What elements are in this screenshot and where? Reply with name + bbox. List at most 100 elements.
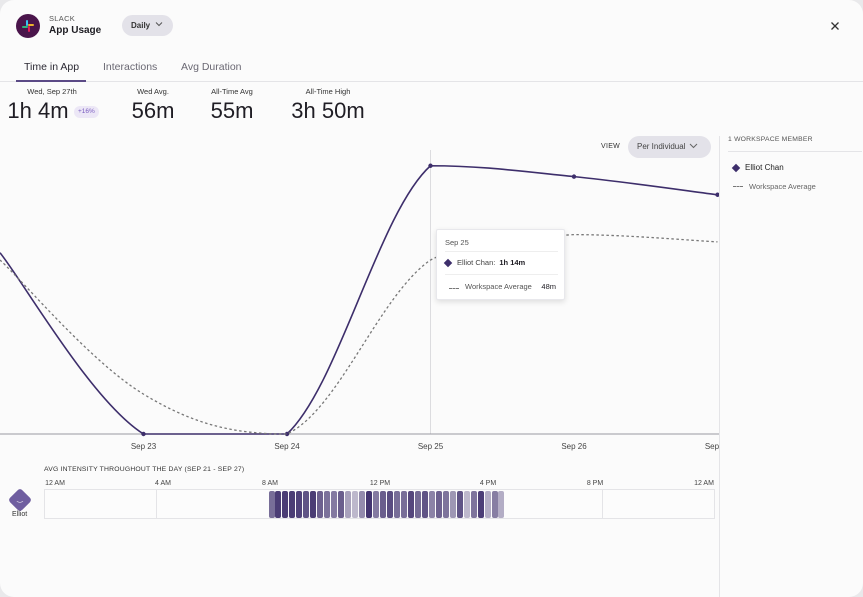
slack-logo-icon (16, 14, 40, 38)
dashed-line-icon (733, 186, 743, 187)
data-point (428, 163, 433, 168)
chart-tooltip: Sep 25 Elliot Chan: 1h 14m Workspace Ave… (436, 229, 565, 300)
hour-divider (602, 490, 603, 518)
intensity-bar (477, 491, 484, 518)
intensity-bar (373, 491, 380, 518)
intensity-bar (435, 491, 442, 518)
dashed-line-icon (449, 288, 459, 289)
tooltip-member-name: Elliot Chan: (457, 258, 496, 267)
intensity-bar (345, 491, 352, 518)
x-tick-label: Sep 24 (274, 442, 300, 451)
chevron-down-icon (155, 22, 163, 27)
time-in-app-chart: Sep 23 Sep 24 Sep 25 Sep 26 Sep 27 (0, 150, 719, 451)
intensity-bar (310, 491, 317, 518)
tooltip-average-value: 48m (541, 282, 556, 291)
x-tick-label: Sep 25 (418, 442, 444, 451)
diamond-icon (731, 163, 741, 172)
tab-avg-duration[interactable]: Avg Duration (181, 61, 242, 73)
change-badge: +16% (74, 106, 99, 118)
intensity-bar (456, 491, 463, 518)
tooltip-divider (445, 251, 558, 252)
intensity-bar (296, 491, 303, 518)
period-dropdown-value: Daily (131, 21, 151, 30)
app-vendor-label: SLACK (49, 14, 76, 23)
x-tick-label: Sep 23 (131, 442, 157, 451)
data-point (715, 192, 719, 197)
tooltip-divider (445, 274, 558, 275)
app-name-title: App Usage (49, 25, 102, 36)
view-label: VIEW (601, 143, 621, 150)
stat-label-all-time-high: All-Time High (305, 87, 351, 96)
series-line-average (0, 233, 718, 435)
intensity-bar (352, 491, 359, 518)
intensity-bar (366, 491, 373, 518)
intensity-track (44, 489, 715, 519)
intensity-bar (275, 491, 282, 518)
tab-time-in-app[interactable]: Time in App (24, 61, 80, 73)
stat-label-today: Wed, Sep 27th (27, 87, 77, 96)
intensity-bar (442, 491, 449, 518)
tooltip-row-member: Elliot Chan: 1h 14m (443, 258, 526, 267)
stat-value-all-time-high: 3h 50m (291, 98, 365, 123)
close-icon (831, 22, 839, 30)
avatar-label: Elliot (12, 511, 28, 518)
data-point (141, 431, 146, 437)
intensity-bar (359, 491, 366, 518)
tooltip-row-average: Workspace Average (449, 282, 532, 291)
intensity-bar (386, 491, 393, 518)
tooltip-date: Sep 25 (445, 238, 469, 247)
intensity-bar (289, 491, 296, 518)
intensity-bar (338, 491, 345, 518)
intensity-bar (268, 491, 275, 518)
view-dropdown[interactable]: Per Individual (628, 136, 711, 158)
active-tab-indicator (16, 80, 86, 82)
stat-label-all-time-avg: All-Time Avg (211, 87, 253, 96)
intensity-bar (407, 491, 414, 518)
hour-label: 4 PM (479, 480, 497, 487)
series-line-member (0, 164, 718, 435)
hour-label: 8 PM (586, 480, 604, 487)
intensity-bar (380, 491, 386, 518)
intensity-bar (484, 491, 491, 518)
data-point (571, 174, 577, 179)
x-tick-label: Sep 26 (561, 442, 587, 451)
intensity-bar (317, 491, 324, 518)
stat-label-weekday-avg: Wed Avg. (137, 87, 169, 96)
legend-item-member[interactable]: Elliot Chan (731, 163, 784, 172)
avatar-face-icon: ‿ (17, 496, 23, 503)
hour-label: 12 AM (45, 480, 65, 487)
legend-item-label: Elliot Chan (745, 163, 784, 172)
intensity-bar (428, 491, 435, 518)
intensity-bar (400, 491, 407, 518)
period-dropdown[interactable]: Daily (122, 15, 173, 36)
hour-label: 12 PM (369, 480, 391, 487)
hour-label: 12 AM (694, 480, 714, 487)
intensity-bar (414, 491, 421, 518)
intensity-bar (449, 491, 456, 518)
x-tick-label: Sep 27 (705, 442, 719, 451)
tooltip-member-value: 1h 14m (499, 258, 526, 267)
intensity-bar (421, 491, 428, 518)
hour-label: 8 AM (262, 480, 278, 487)
intensity-title: AVG INTENSITY THROUGHOUT THE DAY (SEP 21… (44, 466, 245, 473)
diamond-icon (443, 258, 453, 267)
intensity-bar (282, 491, 289, 518)
legend-item-average: Workspace Average (733, 182, 816, 191)
chevron-down-icon (689, 143, 698, 149)
legend-divider (728, 151, 862, 152)
tooltip-average-name: Workspace Average (465, 282, 532, 291)
legend-panel: 1 WORKSPACE MEMBER Elliot Chan Workspace… (719, 136, 863, 597)
stat-value-all-time-avg: 55m (210, 98, 254, 123)
close-button[interactable] (826, 17, 844, 35)
intensity-bar (331, 491, 338, 518)
legend-item-label: Workspace Average (749, 182, 816, 191)
intensity-bar (491, 491, 498, 518)
intensity-bar (393, 491, 400, 518)
intensity-bar (303, 491, 310, 518)
view-dropdown-value: Per Individual (637, 142, 686, 151)
tab-bar: Time in App Interactions Avg Duration (0, 58, 863, 82)
intensity-bar (498, 491, 505, 518)
tab-interactions[interactable]: Interactions (103, 61, 158, 73)
legend-title: 1 WORKSPACE MEMBER (728, 136, 813, 143)
